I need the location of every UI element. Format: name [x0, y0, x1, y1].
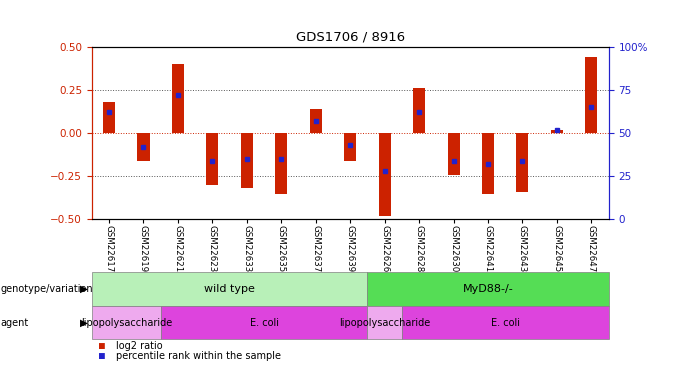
Bar [275, 133, 288, 194]
Text: ▶: ▶ [80, 318, 88, 327]
Bar [92, 272, 367, 306]
Text: ■: ■ [99, 341, 105, 351]
Text: genotype/variation: genotype/variation [1, 284, 93, 294]
Bar [447, 133, 460, 174]
Text: percentile rank within the sample: percentile rank within the sample [116, 351, 281, 361]
Text: E. coli: E. coli [250, 318, 279, 327]
Bar [516, 133, 528, 192]
Bar [585, 57, 598, 133]
Bar [367, 306, 402, 339]
Text: lipopolysaccharide: lipopolysaccharide [339, 318, 430, 327]
Bar [137, 133, 150, 161]
Text: log2 ratio: log2 ratio [116, 341, 163, 351]
Bar [309, 109, 322, 133]
Bar [92, 306, 160, 339]
Text: E. coli: E. coli [491, 318, 520, 327]
Text: ■: ■ [99, 351, 105, 361]
Bar [482, 133, 494, 194]
Bar [551, 130, 563, 133]
Text: ▶: ▶ [80, 284, 88, 294]
Bar [172, 64, 184, 133]
Bar [103, 102, 115, 133]
Bar [241, 133, 253, 188]
Bar [160, 306, 367, 339]
Text: agent: agent [1, 318, 29, 327]
Text: GDS1706 / 8916: GDS1706 / 8916 [296, 30, 405, 43]
Bar [367, 272, 609, 306]
Text: lipopolysaccharide: lipopolysaccharide [81, 318, 172, 327]
Bar [206, 133, 218, 185]
Bar [413, 88, 425, 133]
Bar [402, 306, 609, 339]
Text: MyD88-/-: MyD88-/- [462, 284, 513, 294]
Bar [379, 133, 391, 216]
Text: wild type: wild type [204, 284, 255, 294]
Bar [344, 133, 356, 161]
